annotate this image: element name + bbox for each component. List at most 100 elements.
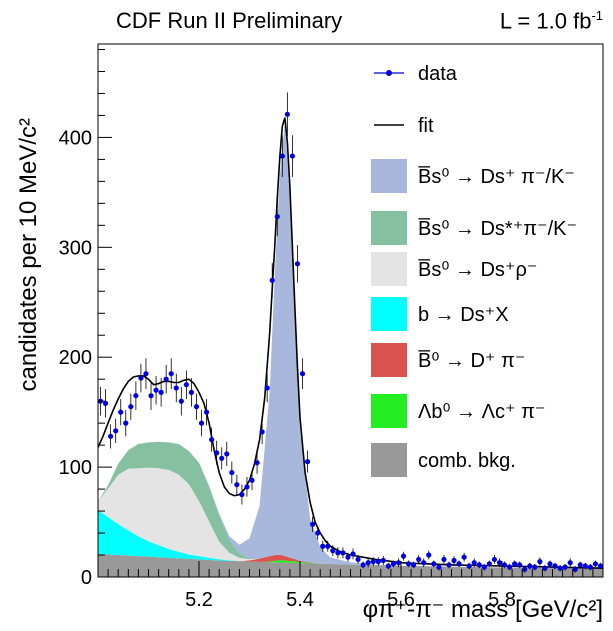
data-point (304, 450, 311, 473)
data-marker (527, 563, 533, 569)
data-point (249, 470, 255, 491)
data-point (254, 451, 260, 474)
data-point (592, 560, 599, 568)
legend-entry-lb: Λb⁰ → Λc⁺ π⁻ (371, 394, 545, 428)
y-tick-label: 400 (59, 127, 92, 149)
data-marker (481, 564, 487, 570)
data-marker (203, 409, 210, 415)
legend-swatch (371, 394, 407, 428)
data-point (547, 560, 553, 568)
data-marker (330, 548, 336, 554)
data-marker (431, 561, 437, 567)
data-marker (325, 543, 331, 549)
data-point (380, 556, 386, 565)
component-dsrho (98, 467, 603, 569)
data-point (118, 398, 124, 426)
data-marker (163, 376, 169, 382)
data-point (340, 547, 346, 559)
data-marker (102, 400, 109, 406)
data-marker (400, 553, 407, 559)
y-tick-label: 200 (59, 347, 92, 369)
data-point (426, 550, 432, 560)
data-marker (552, 563, 558, 569)
data-marker (320, 543, 326, 549)
data-point (597, 562, 604, 570)
data-marker (340, 550, 346, 556)
data-marker (486, 561, 492, 567)
data-marker (299, 371, 306, 377)
data-marker (506, 564, 513, 570)
data-point (188, 378, 195, 407)
chart-title: CDF Run II Preliminary (116, 8, 343, 33)
data-marker (385, 563, 391, 569)
data-marker (229, 469, 235, 476)
data-marker (532, 564, 538, 570)
data-marker (198, 420, 205, 426)
data-point (491, 555, 498, 564)
data-point (512, 560, 518, 568)
data-marker (133, 393, 139, 399)
legend-label: comb. bkg. (418, 450, 516, 472)
x-axis-label: φπ⁺-π⁻ mass [GeV/c²] (363, 596, 603, 623)
data-point (274, 196, 280, 237)
data-point (203, 398, 210, 426)
data-point (325, 540, 331, 552)
data-marker (587, 564, 593, 570)
data-point (178, 386, 184, 416)
data-point (537, 557, 543, 567)
data-marker (395, 560, 402, 566)
data-point (269, 262, 275, 298)
data-point (183, 370, 189, 399)
data-marker (426, 552, 432, 558)
legend-label: Λb⁰ → Λc⁺ π⁻ (418, 401, 545, 423)
legend-marker (386, 70, 392, 76)
data-point (294, 245, 301, 283)
data-point (395, 558, 402, 568)
data-marker (547, 561, 553, 567)
data-marker (123, 420, 129, 426)
data-points (97, 92, 604, 573)
data-point (385, 562, 391, 570)
data-point (335, 547, 341, 559)
data-marker (143, 371, 149, 377)
data-marker (178, 398, 184, 404)
legend: data fit B̅s⁰ → Ds⁺ π⁻/K⁻ B̅s⁰ → Ds*⁺π⁻/K⁻ B… (371, 63, 577, 477)
axes: 0 100 200 300 400 5.2 5.4 5.6 5.8 (59, 48, 604, 611)
data-marker (108, 433, 114, 439)
data-point (557, 564, 563, 572)
data-marker (113, 428, 119, 434)
data-marker (350, 551, 356, 557)
luminosity-exponent: -1 (591, 8, 603, 23)
data-point (461, 552, 467, 562)
data-marker (234, 482, 240, 488)
data-marker (441, 556, 447, 563)
data-point (456, 560, 462, 568)
data-point (567, 558, 573, 568)
data-marker (582, 563, 588, 569)
legend-label: B̅s⁰ → Ds*⁺π⁻/K⁻ (418, 217, 577, 240)
x-tick-label: 5.6 (387, 589, 415, 611)
data-marker (118, 409, 124, 415)
data-marker (168, 371, 174, 377)
data-marker (284, 111, 290, 117)
data-point (355, 555, 361, 564)
data-point (108, 424, 114, 449)
data-marker (254, 460, 260, 466)
data-marker (496, 560, 503, 566)
data-marker (456, 561, 462, 567)
legend-entry-bd: B̅⁰ → D⁺ π⁻ (371, 343, 525, 377)
data-marker (501, 562, 508, 568)
data-marker (390, 561, 397, 567)
data-point (400, 551, 407, 561)
data-point (345, 552, 351, 562)
data-point (234, 474, 240, 495)
data-point (370, 557, 376, 567)
data-point (148, 381, 154, 410)
data-point (153, 375, 159, 405)
data-point (517, 561, 523, 569)
data-marker (355, 556, 361, 563)
x-tick-label: 5.8 (488, 589, 516, 611)
data-marker (380, 557, 386, 564)
legend-swatch (371, 252, 407, 286)
legend-entry-dsstar: B̅s⁰ → Ds*⁺π⁻/K⁻ (371, 211, 577, 245)
